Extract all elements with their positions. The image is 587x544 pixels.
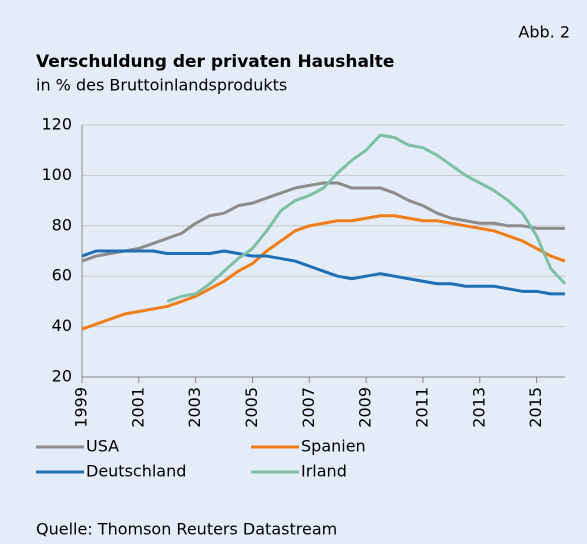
x-tick-label: 2013	[469, 387, 488, 428]
y-tick-label: 80	[52, 215, 72, 234]
chart-subtitle: in % des Bruttoinlandsprodukts	[36, 76, 287, 95]
legend-label: Deutschland	[86, 462, 186, 481]
x-tick-label: 2001	[128, 387, 147, 428]
x-tick-label: 1999	[72, 387, 91, 428]
legend-label: Irland	[301, 462, 347, 481]
legend-label: Spanien	[301, 437, 366, 456]
line-series	[81, 249, 565, 296]
x-tick-label: 2011	[412, 387, 431, 428]
legend-label: USA	[86, 437, 119, 456]
x-tick-label: 2015	[526, 387, 545, 428]
y-tick-label: 40	[52, 316, 72, 335]
x-tick-label: 2009	[356, 387, 375, 428]
line-series	[81, 214, 566, 331]
source: Quelle: Thomson Reuters Datastream	[36, 520, 337, 539]
y-tick-label: 20	[52, 367, 72, 386]
y-tick-label: 60	[52, 266, 72, 285]
x-tick-label: 2003	[185, 387, 204, 428]
x-tick-label: 2005	[242, 387, 261, 428]
line-series	[81, 181, 565, 263]
y-tick-label: 120	[41, 115, 72, 134]
x-tick-label: 2007	[299, 387, 318, 428]
y-tick-label: 100	[41, 165, 72, 184]
line-series	[166, 133, 567, 303]
figure-label: Abb. 2	[518, 23, 570, 42]
chart-title: Verschuldung der privaten Haushalte	[36, 52, 394, 72]
